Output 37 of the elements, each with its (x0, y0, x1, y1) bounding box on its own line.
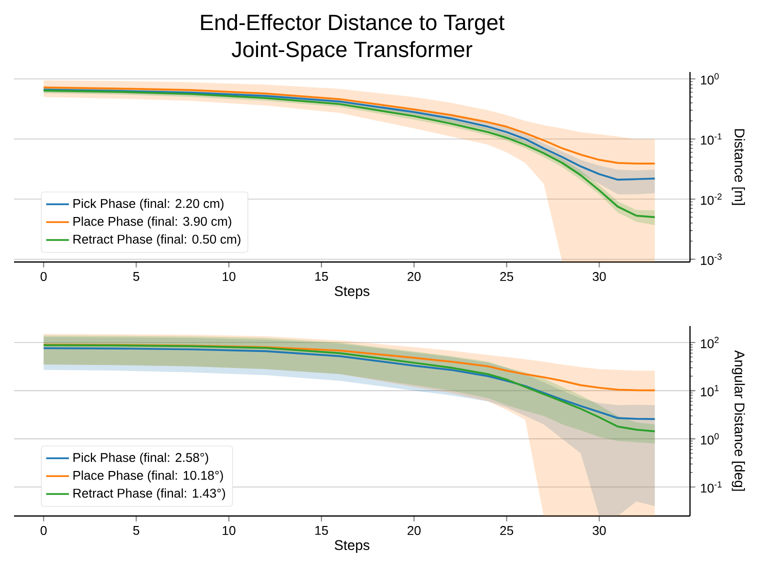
y-axis-title: Angular Distance [deg] (732, 350, 745, 491)
legend-label: Retract Phase (final: 0.50 cm) (74, 234, 240, 246)
legend-label: Place Phase (final: 3.90 cm) (74, 216, 232, 228)
x-tick-label: 20 (408, 526, 421, 536)
line-series (42, 344, 656, 432)
x-tick-label: 10 (222, 526, 236, 536)
chart-subtitle: Joint-Space Transformer (232, 41, 472, 62)
x-tick-label: 10 (222, 272, 236, 282)
x-tick-label: 0 (40, 272, 47, 282)
x-tick-label: 0 (40, 526, 47, 536)
x-axis-title: Steps (334, 286, 370, 299)
x-tick-label: 25 (500, 272, 514, 282)
legend-label: Place Phase (final: 10.18°) (74, 470, 223, 482)
y-axis-title: Distance [m] (732, 129, 745, 205)
x-tick-label: 30 (592, 526, 606, 536)
legend-label: Pick Phase (final: 2.20 cm) (74, 198, 224, 210)
y-tick-label: 10$^{0}$ (701, 73, 719, 85)
x-tick-label: 5 (133, 526, 140, 535)
y-tick-label: 10$^{-1}$ (701, 481, 722, 493)
x-tick-label: 25 (500, 526, 514, 536)
y-tick-label: 10$^{1}$ (701, 385, 719, 396)
chart-title: End-Effector Distance to Target (201, 14, 504, 35)
y-tick-label: 10$^{0}$ (701, 433, 719, 445)
x-tick-label: 30 (592, 272, 606, 282)
y-tick-label: 10$^{-3}$ (701, 254, 722, 265)
x-tick-label: 5 (133, 272, 140, 281)
x-tick-label: 20 (408, 272, 421, 282)
y-tick-label: 10$^{-1}$ (701, 133, 722, 145)
x-axis-title: Steps (334, 540, 370, 553)
legend-label: Retract Phase (final: 1.43°) (74, 488, 226, 500)
legend-label: Pick Phase (final: 2.58°) (74, 452, 208, 464)
x-tick-label: 15 (315, 272, 328, 281)
y-tick-label: 10$^{2}$ (701, 336, 719, 348)
line-series (42, 347, 656, 420)
line-series (42, 86, 656, 165)
y-tick-label: 10$^{-2}$ (701, 193, 722, 205)
x-tick-label: 15 (315, 526, 328, 535)
